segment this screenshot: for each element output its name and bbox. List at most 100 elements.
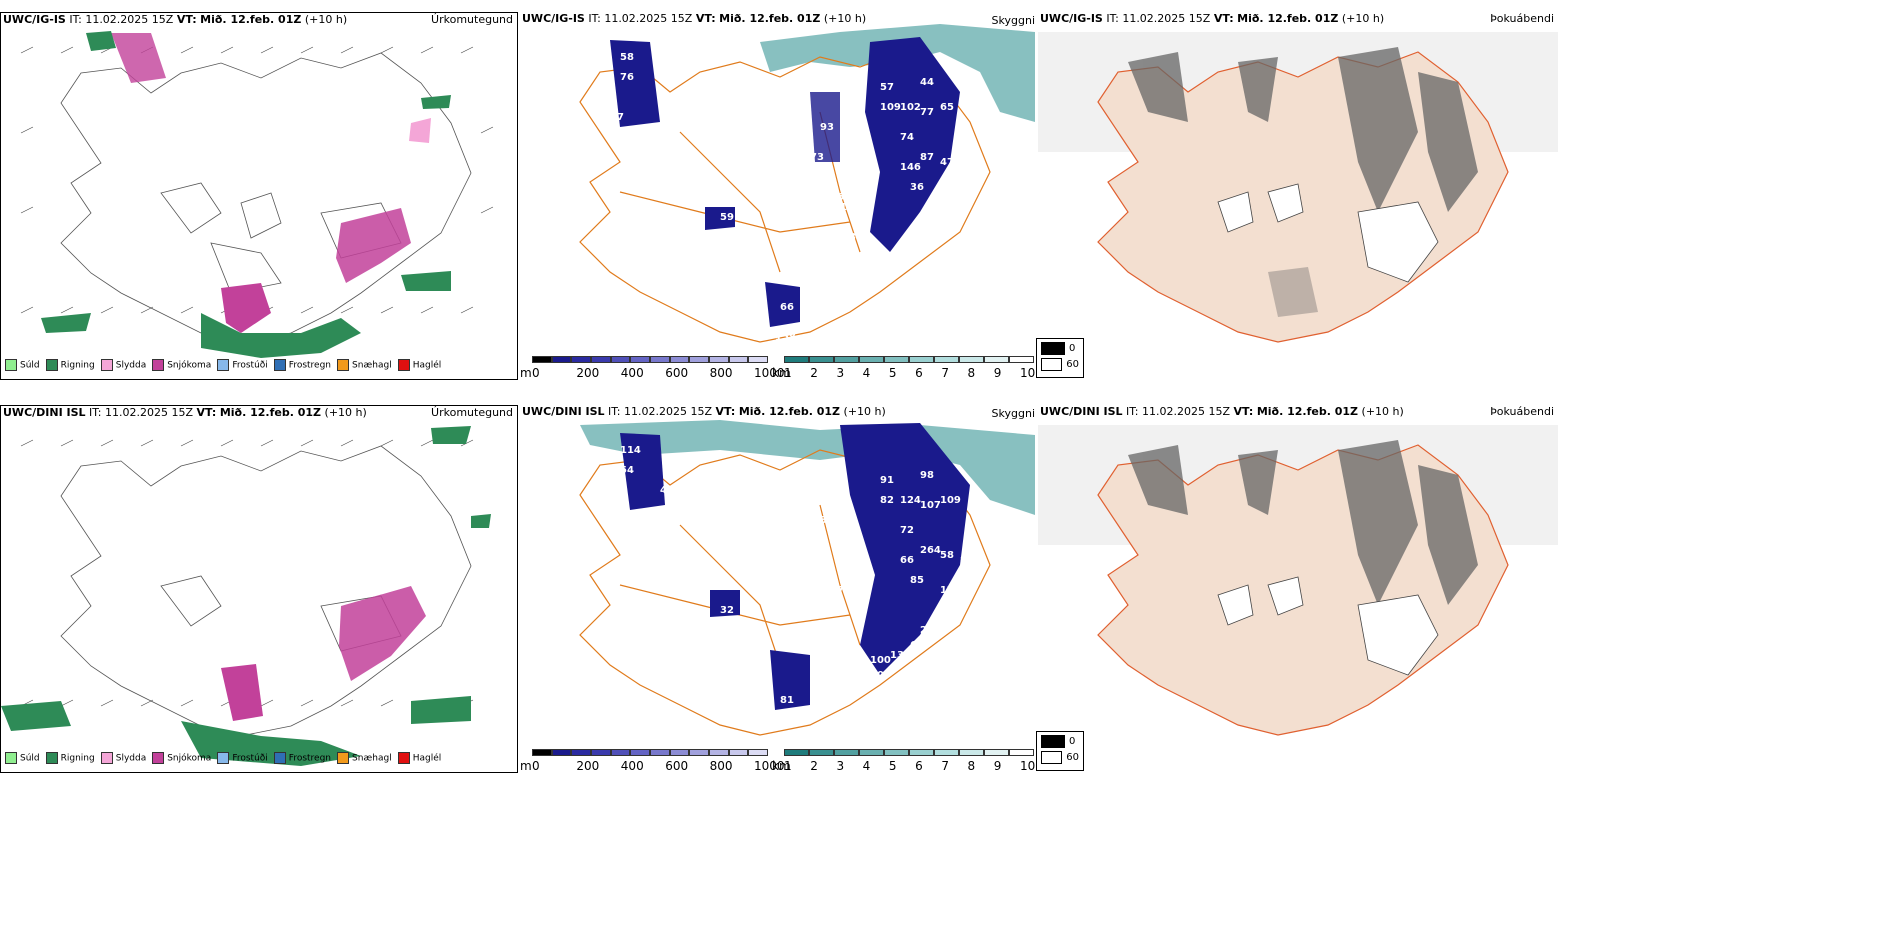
height-colorbar-row1: m 0 200 400 600 800 1000 bbox=[520, 356, 785, 380]
visibility-label: 47 bbox=[660, 485, 674, 496]
visibility-label: 66 bbox=[780, 302, 794, 313]
visibility-label: 146 bbox=[900, 162, 921, 173]
visibility-label: 58 bbox=[940, 192, 954, 203]
legend-item: Rigning bbox=[45, 752, 95, 764]
visibility-label: 12 bbox=[960, 162, 974, 173]
colorbar-tick: 6 bbox=[915, 759, 923, 773]
legend-label: Súld bbox=[20, 360, 40, 371]
fog-legend-label: 0 bbox=[1069, 736, 1076, 747]
fog-legend-swatch bbox=[1041, 358, 1063, 371]
visibility-label: 74 bbox=[900, 132, 914, 143]
precip-map-row1 bbox=[20, 31, 494, 358]
fog-legend-swatch bbox=[1041, 735, 1065, 748]
colorbar-segment bbox=[748, 356, 768, 363]
colorbar-segment bbox=[1009, 749, 1034, 756]
visibility-label: 60 bbox=[870, 262, 884, 273]
colorbar-tick: 3 bbox=[836, 759, 845, 773]
colorbar-tick: 4 bbox=[862, 759, 871, 773]
colorbar-segment bbox=[959, 356, 984, 363]
colorbar-tick: 200 bbox=[576, 366, 600, 380]
legend-swatch bbox=[45, 752, 58, 764]
vis-colorbar-row2: km 1 2 3 4 5 6 7 8 9 10 bbox=[772, 749, 1035, 773]
legend-label: Rigning bbox=[60, 360, 95, 371]
legend-swatch bbox=[337, 359, 350, 371]
visibility-label: 33 bbox=[820, 515, 834, 526]
colorbar-segment bbox=[834, 749, 859, 756]
fog-title: Þokuábendi bbox=[1490, 405, 1554, 418]
issue-time: IT: 11.02.2025 15Z bbox=[69, 13, 174, 26]
visibility-label: 76 bbox=[620, 72, 634, 83]
legend-swatch bbox=[152, 752, 165, 764]
visibility-label: 109 bbox=[940, 495, 961, 506]
height-colorbar-row2: m 0 200 400 600 800 1000 bbox=[520, 749, 785, 773]
visibility-label: 91 bbox=[880, 475, 894, 486]
valid-label: VT: bbox=[1233, 405, 1254, 418]
legend-label: Haglél bbox=[412, 753, 442, 764]
lead-time: (+10 h) bbox=[304, 13, 348, 26]
visibility-label: 50 bbox=[890, 257, 904, 268]
visibility-label: 49 bbox=[750, 705, 764, 716]
visibility-label: 58 bbox=[620, 52, 634, 63]
colorbar-segment bbox=[959, 749, 984, 756]
visibility-label: 109 bbox=[880, 102, 901, 113]
visibility-label: 51 bbox=[870, 277, 884, 288]
vis-panel-row1: UWC/IG-IS IT: 11.02.2025 15Z VT: Mið. 12… bbox=[520, 12, 1035, 380]
visibility-label: 97 bbox=[720, 495, 734, 506]
colorbar-tick: 6 bbox=[915, 366, 923, 380]
colorbar-tick: 2 bbox=[810, 759, 818, 773]
colorbar-segment bbox=[709, 749, 729, 756]
fog-legend-item: 60 bbox=[1041, 358, 1079, 371]
visibility-label: 93 bbox=[820, 122, 834, 133]
colorbar-tick: 4 bbox=[862, 366, 871, 380]
visibility-label: 62 bbox=[910, 640, 924, 651]
colorbar-segment bbox=[909, 356, 934, 363]
valid-time: Mið. 12.feb. 01Z bbox=[1237, 12, 1339, 25]
colorbar-tick: 5 bbox=[888, 366, 897, 380]
visibility-label: 65 bbox=[940, 102, 954, 113]
valid-time: Mið. 12.feb. 01Z bbox=[738, 405, 841, 418]
fog-legend-item: 0 bbox=[1041, 342, 1079, 355]
legend-item: Haglél bbox=[397, 359, 441, 371]
colorbar-tick: 10 bbox=[1020, 366, 1036, 380]
legend-label: Snæhagl bbox=[352, 753, 392, 764]
precip-legend-row2: Súld Rigning Slydda Snjókoma Frostúði Frostre… bbox=[5, 752, 441, 764]
visibility-label: 47 bbox=[940, 157, 954, 168]
legend-label: Slydda bbox=[115, 753, 147, 764]
colorbar-segment bbox=[748, 749, 768, 756]
issue-time: IT: 11.02.2025 15Z bbox=[608, 405, 713, 418]
issue-time: IT: 11.02.2025 15Z bbox=[588, 12, 693, 25]
valid-label: VT: bbox=[176, 13, 197, 26]
visibility-label: 93 bbox=[720, 102, 734, 113]
legend-swatch bbox=[152, 359, 165, 371]
vis-title: Skyggni bbox=[991, 14, 1035, 27]
fog-map-row1 bbox=[1038, 32, 1558, 343]
colorbar-tick: 0 bbox=[532, 366, 540, 380]
visibility-label: 29 bbox=[810, 545, 824, 556]
visibility-label: 73 bbox=[810, 152, 824, 163]
lead-time: (+10 h) bbox=[823, 12, 867, 25]
visibility-label: 44 bbox=[920, 77, 934, 88]
precip-panel-row1: UWC/IG-IS IT: 11.02.2025 15Z VT: Mið. 12… bbox=[0, 12, 518, 380]
model-name: UWC/DINI ISL bbox=[1040, 405, 1123, 418]
visibility-label: 43 bbox=[660, 92, 674, 103]
colorbar-unit: m bbox=[520, 759, 532, 773]
visibility-label: 114 bbox=[620, 445, 641, 456]
valid-time: Mið. 12.feb. 01Z bbox=[200, 13, 302, 26]
fog-legend-swatch bbox=[1041, 751, 1063, 764]
colorbar-tick: 9 bbox=[993, 366, 1002, 380]
visibility-label: 76 bbox=[720, 237, 734, 248]
visibility-label: 57 bbox=[880, 82, 894, 93]
legend-swatch bbox=[337, 752, 350, 764]
colorbar-tick: 1000 bbox=[754, 366, 785, 380]
legend-label: Snjókoma bbox=[167, 753, 212, 764]
legend-swatch bbox=[45, 359, 58, 371]
legend-item: Frostúði bbox=[217, 752, 268, 764]
legend-item: Snjókoma bbox=[152, 752, 211, 764]
legend-swatch bbox=[273, 359, 286, 371]
fog-legend-item: 0 bbox=[1041, 735, 1079, 748]
colorbar-segment bbox=[884, 356, 909, 363]
lead-time: (+10 h) bbox=[1341, 12, 1385, 25]
fog-title: Þokuábendi bbox=[1490, 12, 1554, 25]
legend-label: Snæhagl bbox=[352, 360, 392, 371]
valid-label: VT: bbox=[695, 12, 716, 25]
